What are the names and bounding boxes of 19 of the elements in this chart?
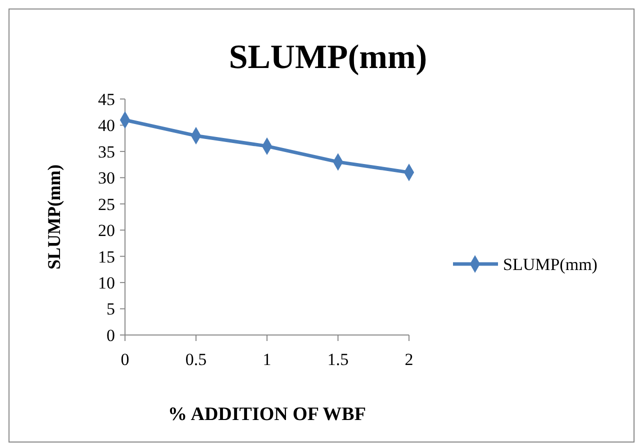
x-tick-label: 0.5: [185, 350, 207, 369]
y-tick-label: 30: [98, 168, 115, 188]
x-tick-label: 1.5: [327, 350, 349, 369]
x-tick-label: 1: [262, 350, 272, 369]
y-tick-label: 15: [98, 247, 115, 266]
y-tick-label: 25: [98, 194, 115, 214]
y-tick-label: 40: [98, 116, 115, 136]
y-tick-label: 20: [98, 221, 115, 240]
x-tick-label: 2: [404, 350, 414, 369]
chart-title: SLUMP(mm): [228, 39, 428, 76]
y-tick-label: 35: [98, 142, 115, 162]
y-tick-label: 45: [98, 90, 115, 109]
legend-label: SLUMP(mm): [503, 254, 598, 274]
x-tick-label: 0: [120, 350, 130, 369]
y-tick-label: 5: [106, 300, 115, 319]
x-axis-title: % ADDITION OF WBF: [168, 404, 366, 425]
y-tick-label: 10: [98, 274, 115, 293]
y-tick-label: 0: [106, 326, 115, 345]
y-axis-title: SLUMP(mm): [44, 164, 64, 270]
